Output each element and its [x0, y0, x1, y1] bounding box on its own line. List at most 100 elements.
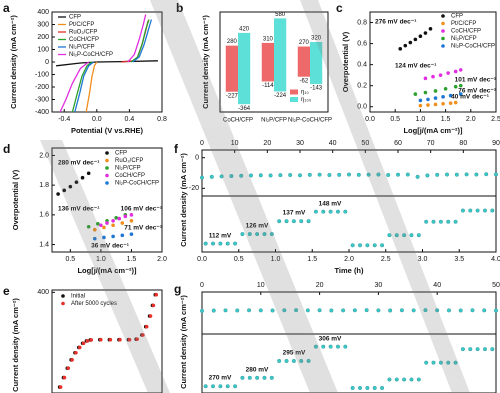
legend-label: η₁₀: [301, 90, 309, 96]
bar: [310, 42, 323, 85]
data-point: [453, 100, 458, 105]
data-point: [269, 232, 274, 237]
x-tick-label: 60: [394, 140, 402, 147]
x-tick-label: 40: [433, 282, 441, 289]
bar: [225, 45, 238, 92]
x-tick-label: 1.0: [416, 116, 426, 123]
data-point: [329, 308, 334, 313]
data-point: [413, 37, 418, 42]
data-point: [239, 173, 244, 178]
legend-swatch: [290, 89, 298, 95]
legend-label: CFP: [69, 15, 81, 21]
data-point: [337, 172, 342, 177]
data-point: [394, 377, 399, 382]
data-point: [350, 385, 355, 390]
annotation: 76 mV dec⁻¹: [458, 88, 496, 95]
data-point: [425, 173, 430, 178]
legend-label: Ni₂P-CoCH/CFP: [451, 44, 495, 50]
value-label: -364: [238, 106, 251, 112]
legend-label: Ni₂P/CFP: [69, 45, 95, 51]
data-point: [114, 216, 118, 220]
data-point: [403, 43, 408, 48]
data-point: [92, 236, 97, 241]
data-point: [111, 234, 115, 239]
legend-label: RuO₂/CFP: [69, 30, 97, 36]
y-axis-label: Current density (mA cm⁻²): [179, 295, 188, 389]
data-point: [428, 27, 433, 31]
x-tick-label: 0.0: [365, 116, 375, 123]
x-tick-label: 30: [296, 140, 304, 147]
data-point: [99, 223, 103, 228]
x-tick-label: 20: [263, 140, 271, 147]
legend-label: CoCH/CFP: [69, 37, 99, 43]
x-tick-label: 1.0: [96, 256, 106, 263]
data-point: [443, 87, 448, 91]
data-point: [85, 339, 90, 343]
annotation: 295 mV: [283, 350, 306, 357]
data-point: [141, 333, 145, 337]
legend-label: After 5000 cycles: [71, 301, 117, 307]
y-tick-label: 0.2: [357, 83, 367, 90]
data-point: [223, 308, 228, 313]
y-tick-label: 400: [37, 289, 49, 296]
x-tick-label: 0: [200, 140, 204, 147]
y-tick-label: 1.4: [39, 241, 49, 248]
data-line: [59, 14, 147, 113]
data-point: [233, 241, 238, 246]
y-tick-label: -200: [35, 84, 49, 91]
data-point: [411, 308, 416, 313]
data-point: [247, 308, 252, 313]
data-point: [448, 101, 453, 105]
legend-swatch: [105, 158, 109, 163]
data-point: [269, 375, 274, 380]
legend-swatch: [441, 29, 445, 33]
data-point: [335, 209, 340, 214]
x-tick-label: 80: [459, 140, 467, 147]
x-tick-label: 1.0: [271, 256, 281, 263]
data-point: [446, 308, 451, 313]
data-point: [70, 358, 74, 362]
y-axis-label: Current density (mA cm⁻²): [201, 15, 210, 109]
plot-frame: [219, 11, 329, 113]
data-point: [482, 308, 487, 313]
data-point: [366, 172, 371, 177]
data-point: [211, 384, 216, 389]
annotation: 270 mV: [209, 375, 232, 382]
data-point: [438, 73, 443, 77]
value-label: 270: [299, 40, 310, 46]
data-point: [490, 347, 495, 352]
data-point: [341, 308, 346, 313]
data-point: [441, 95, 445, 99]
data-point: [418, 98, 423, 103]
data-point: [431, 360, 436, 365]
data-point: [291, 219, 296, 224]
x-tick-label: 2.0: [157, 256, 167, 263]
data-point: [423, 90, 428, 95]
data-point: [111, 219, 115, 223]
x-tick-label: 1.5: [127, 256, 137, 263]
data-point: [62, 375, 67, 380]
data-point: [415, 174, 420, 179]
x-tick-label: 90: [492, 140, 500, 147]
x-tick-label: 0.8: [157, 116, 167, 123]
data-point: [446, 71, 450, 75]
annotation: 136 mV dec⁻¹: [58, 206, 99, 213]
x-tick-label: 20: [316, 282, 324, 289]
data-point: [233, 384, 238, 389]
x-tick-label: 40: [329, 140, 337, 147]
bar: [297, 46, 310, 77]
data-point: [445, 172, 450, 177]
data-point: [372, 243, 377, 248]
data-point: [225, 241, 230, 246]
legend-swatch: [105, 181, 109, 185]
x-tick-label: 10: [231, 140, 239, 147]
data-point: [413, 92, 418, 96]
data-point: [435, 308, 440, 313]
data-point: [484, 172, 489, 177]
data-point: [81, 341, 86, 346]
watermark-stripe: [300, 0, 470, 393]
data-point: [424, 219, 429, 224]
data-point: [347, 172, 352, 177]
data-point: [416, 233, 421, 238]
